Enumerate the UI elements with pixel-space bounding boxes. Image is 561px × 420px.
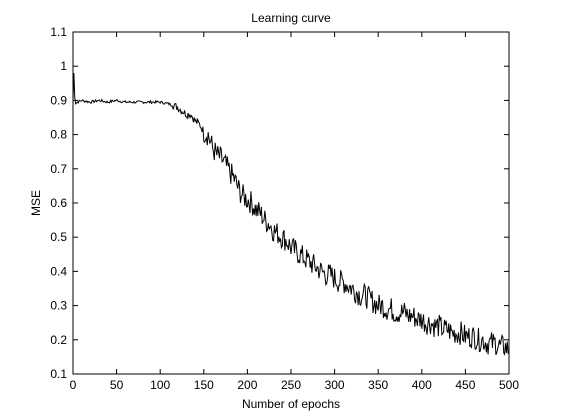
- y-tick-label: 0.8: [50, 128, 67, 142]
- chart-title: Learning curve: [251, 11, 331, 25]
- x-tick-label: 500: [499, 378, 519, 392]
- y-tick-label: 1.1: [50, 25, 67, 39]
- x-tick-label: 450: [455, 378, 475, 392]
- x-tick-label: 100: [150, 378, 170, 392]
- y-tick-label: 0.4: [50, 264, 67, 278]
- y-tick-label: 0.2: [50, 333, 67, 347]
- x-tick-label: 300: [325, 378, 345, 392]
- series-line: [72, 73, 510, 356]
- x-tick-label: 200: [237, 378, 257, 392]
- x-axis-label: Number of epochs: [242, 397, 340, 411]
- y-axis-label: MSE: [29, 190, 43, 216]
- ticks-layer: 0 50 100 150 200 250 300 350 400 450 500 0.1 0.2 0.3 0…: [50, 25, 519, 392]
- x-tick-label: 350: [368, 378, 388, 392]
- y-tick-label: 0.3: [50, 299, 67, 313]
- y-tick-label: 0.5: [50, 230, 67, 244]
- x-tick-label: 50: [110, 378, 124, 392]
- y-tick-label: 0.1: [50, 367, 67, 381]
- y-tick-label: 0.6: [50, 196, 67, 210]
- x-tick-label: 150: [194, 378, 214, 392]
- plot-frame: [72, 31, 510, 375]
- x-tick-label: 250: [281, 378, 301, 392]
- y-tick-label: 1: [60, 59, 67, 73]
- x-tick-label: 400: [412, 378, 432, 392]
- y-tick-label: 0.7: [50, 162, 67, 176]
- x-tick-label: 0: [70, 378, 77, 392]
- y-tick-label: 0.9: [50, 93, 67, 107]
